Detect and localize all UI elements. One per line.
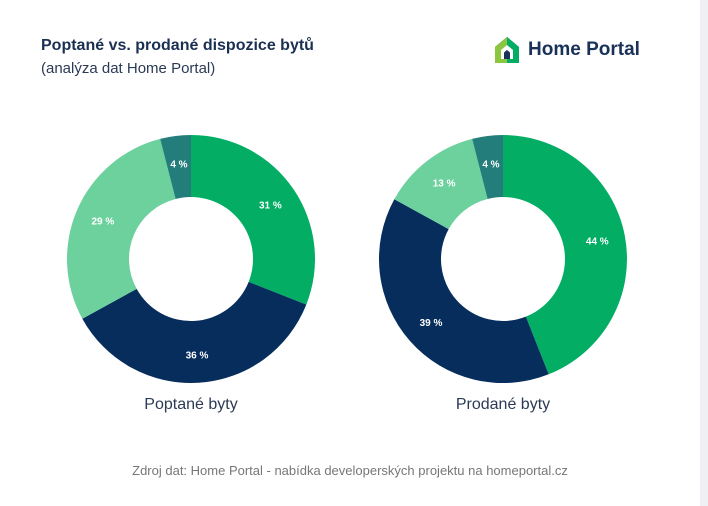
chart-title: Poptané vs. prodané dispozice bytů xyxy=(41,37,314,54)
donut-0-slice-1 xyxy=(82,281,307,383)
donut-1-slice-0-label: 44 % xyxy=(586,237,609,248)
donut-0-slice-2-label: 29 % xyxy=(91,216,114,227)
donut-1-slice-0 xyxy=(503,135,628,375)
donut-1-slice-3 xyxy=(472,135,503,199)
house-logo-icon xyxy=(495,37,519,63)
data-source-note: Zdroj dat: Home Portal - nabídka develop… xyxy=(132,463,568,478)
donut-0-slice-3 xyxy=(160,135,191,199)
donut-0-slice-3-label: 4 % xyxy=(170,159,187,170)
donut-1-slice-3-label: 4 % xyxy=(482,159,499,170)
donut-1-slice-2-label: 13 % xyxy=(433,179,456,190)
donut-1-slice-1-label: 39 % xyxy=(420,318,443,329)
donut-1-slice-2 xyxy=(394,138,488,230)
donut-0-slice-1-label: 36 % xyxy=(186,350,209,361)
chart-subtitle: (analýza dat Home Portal) xyxy=(41,60,216,77)
chart-label-poptane: Poptané byty xyxy=(144,396,238,413)
chart-label-prodane: Prodané byty xyxy=(455,396,551,413)
donut-0-slice-2 xyxy=(67,138,176,319)
donut-1-slice-1 xyxy=(378,199,549,384)
page-edge xyxy=(700,0,708,506)
logo-text: Home Portal xyxy=(528,39,640,60)
donut-0-slice-0 xyxy=(191,135,315,305)
home-portal-logo: Home Portal xyxy=(494,36,640,64)
donut-0-slice-0-label: 31 % xyxy=(259,201,282,212)
